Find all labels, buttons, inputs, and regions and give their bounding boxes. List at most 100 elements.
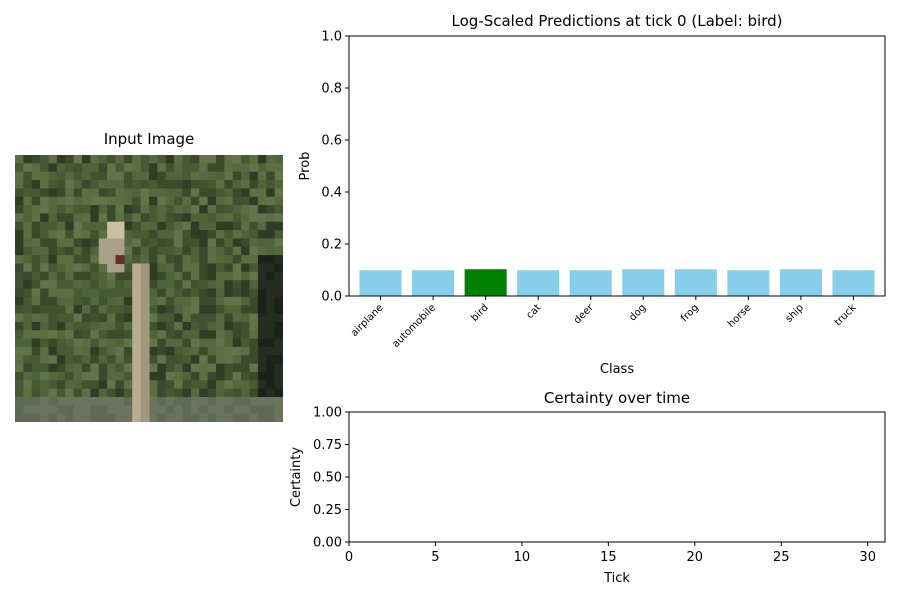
pixel [107,288,117,298]
pixel [98,355,108,365]
pixel [31,205,41,214]
pixel [274,180,283,189]
pixel [257,346,267,356]
pixel [174,288,184,298]
pixel [257,388,267,398]
pixel [232,405,242,415]
bar-airplane [359,270,402,296]
pixel [182,155,192,164]
pixel [224,338,234,348]
pixel [82,305,91,315]
pixel [232,296,242,306]
pixel [224,355,234,365]
pixel [266,280,276,290]
pixel [65,413,75,422]
pixel [274,296,283,306]
pixel [257,413,267,422]
pixel [73,388,83,398]
pixel [115,280,125,290]
pixel [174,313,184,323]
pixel [174,380,184,390]
pixel [149,221,158,231]
pixel [165,355,175,365]
pixel [241,338,251,348]
pixel [224,196,234,206]
pixel [82,255,91,265]
pixel [274,288,283,298]
pixel [82,263,91,273]
pixel [274,313,283,323]
pixel [249,271,259,281]
certainty-plot-frame [348,411,886,543]
pixel [65,288,75,298]
pixel [82,280,91,290]
pixel [182,213,192,223]
pixel [31,196,41,206]
pixel [157,280,167,290]
pixel [107,313,117,323]
pixel [207,355,217,365]
pixel [15,180,24,189]
pixel [132,363,142,373]
pixel [232,163,242,173]
pixel [232,271,242,281]
pixel [23,338,33,348]
pixel [266,288,276,298]
pixel [23,313,33,323]
pixel [207,380,217,390]
pixel [182,413,192,422]
pixel [90,338,100,348]
pixel [15,196,24,206]
pixel [90,330,100,340]
pixel [132,221,142,231]
pixel [216,330,225,340]
pixel [48,288,58,298]
pixel [182,230,192,240]
pixel [207,330,217,340]
pixel [107,188,117,198]
pixel [207,388,217,398]
pixel [199,388,209,398]
pixel [40,321,50,331]
pixel [107,196,117,206]
pixel [241,155,251,164]
pixel [23,171,33,181]
pixel [23,255,33,265]
pixel [232,238,242,248]
pixel [190,371,200,381]
pixel [165,380,175,390]
pixel [123,330,133,340]
pixel [56,413,66,422]
pixel [157,221,167,231]
pixel [216,221,225,231]
pixel [140,380,150,390]
pixel [15,330,24,340]
pixel [48,371,58,381]
pixel [15,313,24,323]
bar-cat [517,270,560,296]
pixel [266,296,276,306]
pixel [115,171,125,181]
pixel [266,188,276,198]
pixel [56,180,66,189]
pixel [216,296,225,306]
pixel [82,396,91,406]
pixel [165,313,175,323]
pixel [224,263,234,273]
pixel [149,313,158,323]
pixel [65,280,75,290]
pixel [23,205,33,214]
x-tick-label: 5 [431,550,439,565]
pixel [165,346,175,356]
pixel [90,388,100,398]
pixel [40,313,50,323]
pixel [182,405,192,415]
pixel [73,371,83,381]
pixel [40,230,50,240]
pixel [207,255,217,265]
pixel [48,296,58,306]
pixel [207,413,217,422]
pixel [216,180,225,189]
pixel [257,355,267,365]
y-tick-label: 1.00 [313,406,342,421]
